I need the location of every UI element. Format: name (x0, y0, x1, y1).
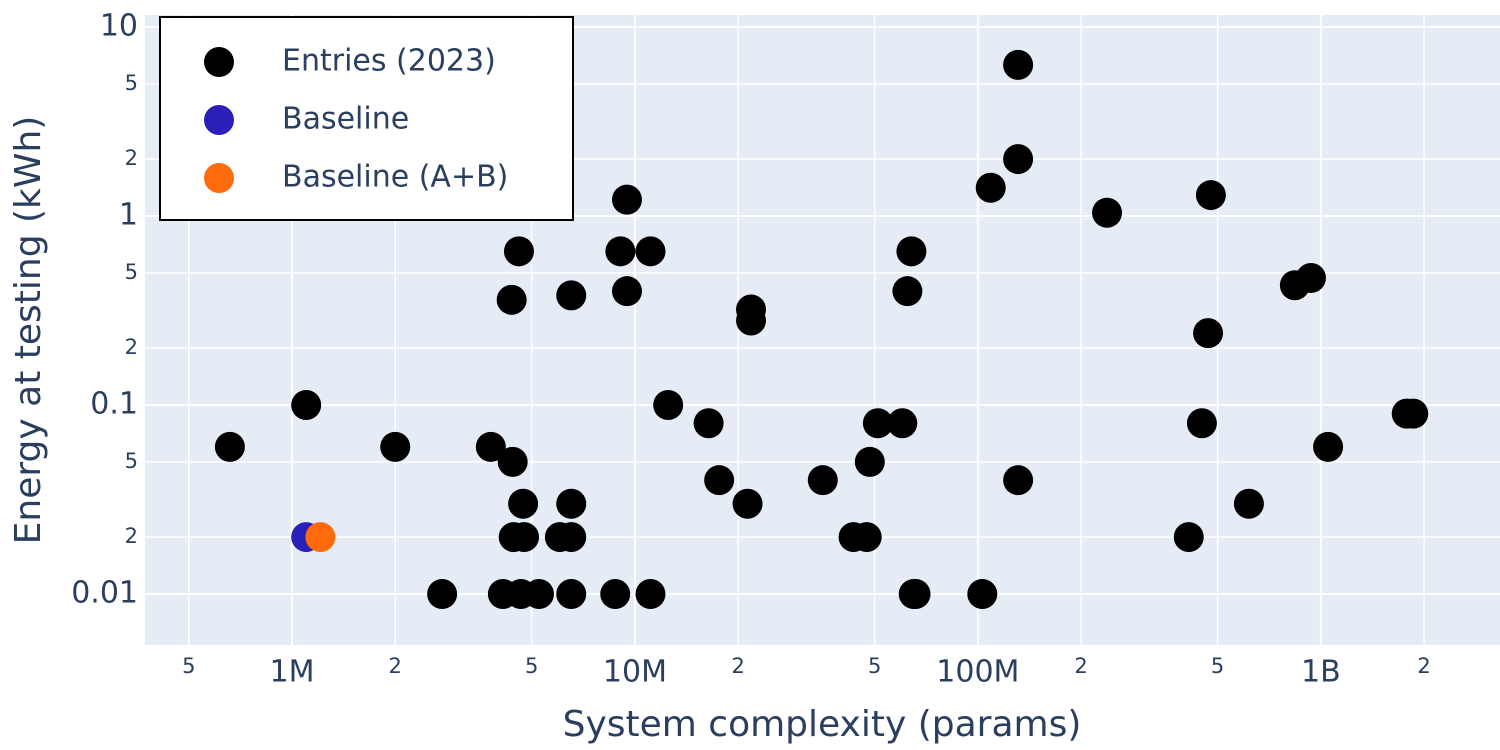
point (704, 465, 735, 496)
point (1003, 465, 1034, 496)
point (693, 408, 724, 439)
x-tick-label: 2 (1074, 654, 1087, 678)
point (1173, 522, 1204, 553)
point (1233, 488, 1264, 519)
point (1193, 318, 1224, 349)
x-tick-label: 2 (1417, 654, 1430, 678)
point (900, 578, 931, 609)
x-tick-label: 10M (603, 655, 667, 690)
point (1186, 408, 1217, 439)
points (214, 49, 1429, 609)
y-tick-label: 5 (125, 260, 138, 284)
point (1003, 49, 1034, 80)
point (807, 465, 838, 496)
point (503, 236, 534, 267)
point (1195, 180, 1226, 211)
point (967, 578, 998, 609)
legend-marker (204, 105, 234, 135)
y-tick-label: 0.01 (71, 575, 138, 610)
legend-marker (204, 47, 234, 77)
legend-label: Entries (2023) (282, 44, 496, 79)
x-tick-label: 2 (389, 654, 402, 678)
point (732, 488, 763, 519)
x-tick-label: 100M (936, 655, 1019, 690)
point (556, 578, 587, 609)
point (497, 446, 528, 477)
point (508, 488, 539, 519)
y-tick-label: 5 (125, 71, 138, 95)
x-tick-label: 5 (182, 654, 195, 678)
x-tick-label: 5 (1211, 654, 1224, 678)
point (509, 522, 540, 553)
x-tick-label: 1B (1301, 655, 1341, 690)
point (305, 522, 336, 553)
x-tick-label: 1M (270, 655, 315, 690)
point (556, 522, 587, 553)
point (736, 305, 767, 336)
point (635, 236, 666, 267)
point (1003, 144, 1034, 175)
legend-marker (204, 163, 234, 193)
x-axis-title: System complexity (params) (563, 704, 1082, 745)
y-tick-label: 0.1 (90, 386, 138, 421)
point (611, 276, 642, 307)
point (1398, 398, 1429, 429)
point (291, 389, 322, 420)
point (556, 488, 587, 519)
point (380, 431, 411, 462)
y-tick-label: 2 (125, 146, 138, 170)
x-tick-label: 2 (731, 654, 744, 678)
point (556, 280, 587, 311)
x-tick-label: 5 (525, 654, 538, 678)
point (475, 431, 506, 462)
point (887, 408, 918, 439)
point (600, 578, 631, 609)
legend: Entries (2023) Baseline Baseline (A+B) (159, 16, 574, 221)
point (427, 578, 458, 609)
x-tick-label: 5 (868, 654, 881, 678)
point (1295, 262, 1326, 293)
point (523, 578, 554, 609)
point (851, 522, 882, 553)
point (605, 236, 636, 267)
point (496, 284, 527, 315)
legend-label: Baseline (A+B) (282, 160, 508, 195)
legend-label: Baseline (282, 102, 409, 137)
point (854, 446, 885, 477)
ticks: 5 1M 2 5 10M 2 5 100M 2 5 1B 2 0.01 2 5 0.1 2 5 1 2 5 10 (71, 8, 1431, 689)
y-tick-label: 10 (100, 8, 138, 43)
point (214, 431, 245, 462)
y-tick-label: 1 (119, 197, 138, 232)
point (892, 276, 923, 307)
point (653, 389, 684, 420)
point (896, 236, 927, 267)
point (1092, 197, 1123, 228)
point (862, 408, 893, 439)
point (1313, 431, 1344, 462)
y-axis-title: Energy at testing (kWh) (8, 116, 49, 545)
y-tick-label: 2 (125, 524, 138, 548)
point (975, 172, 1006, 203)
y-tick-label: 2 (125, 335, 138, 359)
point (611, 184, 642, 215)
point (635, 578, 666, 609)
y-tick-label: 5 (125, 449, 138, 473)
